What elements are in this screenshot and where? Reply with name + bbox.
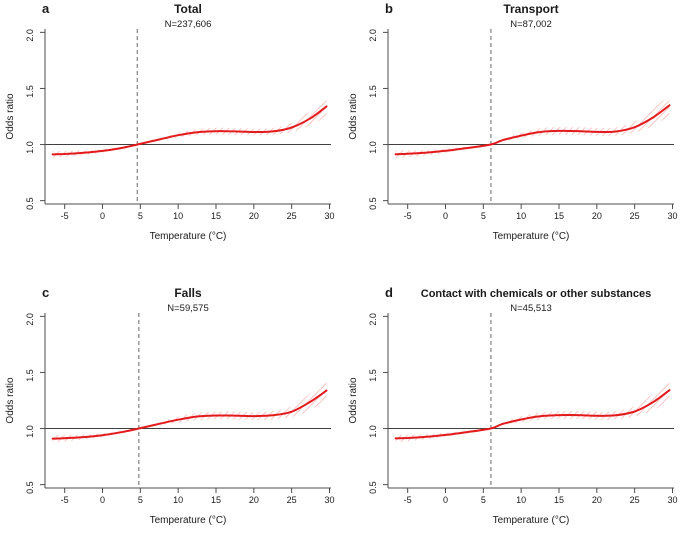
panel-d: -5 0 5 10 15 20 25 30 0.5 1.0 1.5 2.0 Temperature (°… <box>348 285 677 526</box>
y-tick-label: 0.5 <box>368 197 378 210</box>
confidence-band <box>395 95 670 158</box>
x-tick-label: 0 <box>100 495 105 505</box>
x-tick-label: 5 <box>138 495 143 505</box>
x-tick-label: 15 <box>211 495 221 505</box>
panel-title: Transport <box>503 2 558 16</box>
odds-ratio-curve <box>51 105 328 156</box>
panel-title: Total <box>174 2 202 16</box>
x-tick-label: 15 <box>554 495 564 505</box>
x-tick-label: 0 <box>443 495 448 505</box>
x-axis-label: Temperature (°C) <box>493 231 570 242</box>
odds-ratio-curve <box>394 389 671 440</box>
x-tick-label: 30 <box>667 495 677 505</box>
y-axis-label: Odds ratio <box>348 93 359 140</box>
x-tick-label: -5 <box>404 211 412 221</box>
confidence-band <box>395 380 670 442</box>
x-tick-label: 5 <box>481 495 486 505</box>
x-tick-label: 5 <box>481 211 486 221</box>
y-axis-label: Odds ratio <box>5 377 16 424</box>
x-tick-label: 25 <box>287 211 297 221</box>
x-tick-label: 0 <box>100 211 105 221</box>
x-tick-label: 20 <box>592 211 602 221</box>
x-tick-label: 0 <box>443 211 448 221</box>
x-tick-label: 20 <box>592 495 602 505</box>
panel-b: -5 0 5 10 15 20 25 30 0.5 1.0 1.5 2.0 Temperature (°… <box>348 1 677 242</box>
x-tick-label: 15 <box>554 211 564 221</box>
y-tick-label: 0.5 <box>25 481 35 494</box>
x-axis-label: Temperature (°C) <box>493 515 570 526</box>
x-tick-label: 15 <box>211 211 221 221</box>
odds-ratio-curve <box>394 104 671 156</box>
x-tick-label: 10 <box>516 495 526 505</box>
x-tick-label: 5 <box>138 211 143 221</box>
panel-letter: b <box>385 1 393 16</box>
y-tick-label: 1.5 <box>25 369 35 382</box>
x-axis-label: Temperature (°C) <box>150 231 227 242</box>
y-tick-label: 2.0 <box>25 29 35 42</box>
x-tick-label: 10 <box>516 211 526 221</box>
x-tick-label: 25 <box>630 211 640 221</box>
y-axis-label: Odds ratio <box>5 93 16 140</box>
x-tick-label: 25 <box>287 495 297 505</box>
odds-ratio-curve <box>51 389 328 440</box>
y-tick-label: 1.0 <box>25 425 35 438</box>
panel-title: Contact with chemicals or other substanc… <box>421 288 651 300</box>
x-tick-label: 25 <box>630 495 640 505</box>
confidence-band <box>52 381 327 443</box>
sample-size-label: N=237,606 <box>165 19 212 30</box>
x-tick-label: -5 <box>61 495 69 505</box>
x-tick-label: 30 <box>324 211 334 221</box>
sample-size-label: N=59,575 <box>167 303 208 314</box>
panel-a: -5 0 5 10 15 20 25 30 0.5 1.0 1.5 2.0 Temperature (°… <box>5 1 334 242</box>
x-tick-label: 10 <box>173 495 183 505</box>
x-tick-label: 20 <box>249 211 259 221</box>
x-tick-label: 30 <box>324 495 334 505</box>
y-tick-label: 1.5 <box>368 369 378 382</box>
y-tick-label: 2.0 <box>368 29 378 42</box>
y-tick-label: 0.5 <box>368 481 378 494</box>
panel-c: -5 0 5 10 15 20 25 30 0.5 1.0 1.5 2.0 Temperature (°… <box>5 285 334 526</box>
x-tick-label: 30 <box>667 211 677 221</box>
y-tick-label: 1.0 <box>25 141 35 154</box>
y-tick-label: 1.0 <box>368 141 378 154</box>
y-tick-label: 2.0 <box>368 313 378 326</box>
panel-letter: c <box>42 285 49 300</box>
x-tick-label: -5 <box>404 495 412 505</box>
x-tick-label: 20 <box>249 495 259 505</box>
y-tick-label: 1.5 <box>368 85 378 98</box>
y-tick-label: 1.0 <box>368 425 378 438</box>
y-tick-label: 2.0 <box>25 313 35 326</box>
sample-size-label: N=87,002 <box>510 19 551 30</box>
x-axis-label: Temperature (°C) <box>150 515 227 526</box>
panel-letter: d <box>385 285 393 300</box>
panel-title: Falls <box>174 286 202 300</box>
x-tick-label: -5 <box>61 211 69 221</box>
panel-letter: a <box>42 1 50 16</box>
y-tick-label: 0.5 <box>25 197 35 210</box>
x-tick-label: 10 <box>173 211 183 221</box>
y-tick-label: 1.5 <box>25 85 35 98</box>
y-axis-label: Odds ratio <box>348 377 359 424</box>
sample-size-label: N=45,513 <box>510 303 551 314</box>
confidence-band <box>52 96 327 158</box>
